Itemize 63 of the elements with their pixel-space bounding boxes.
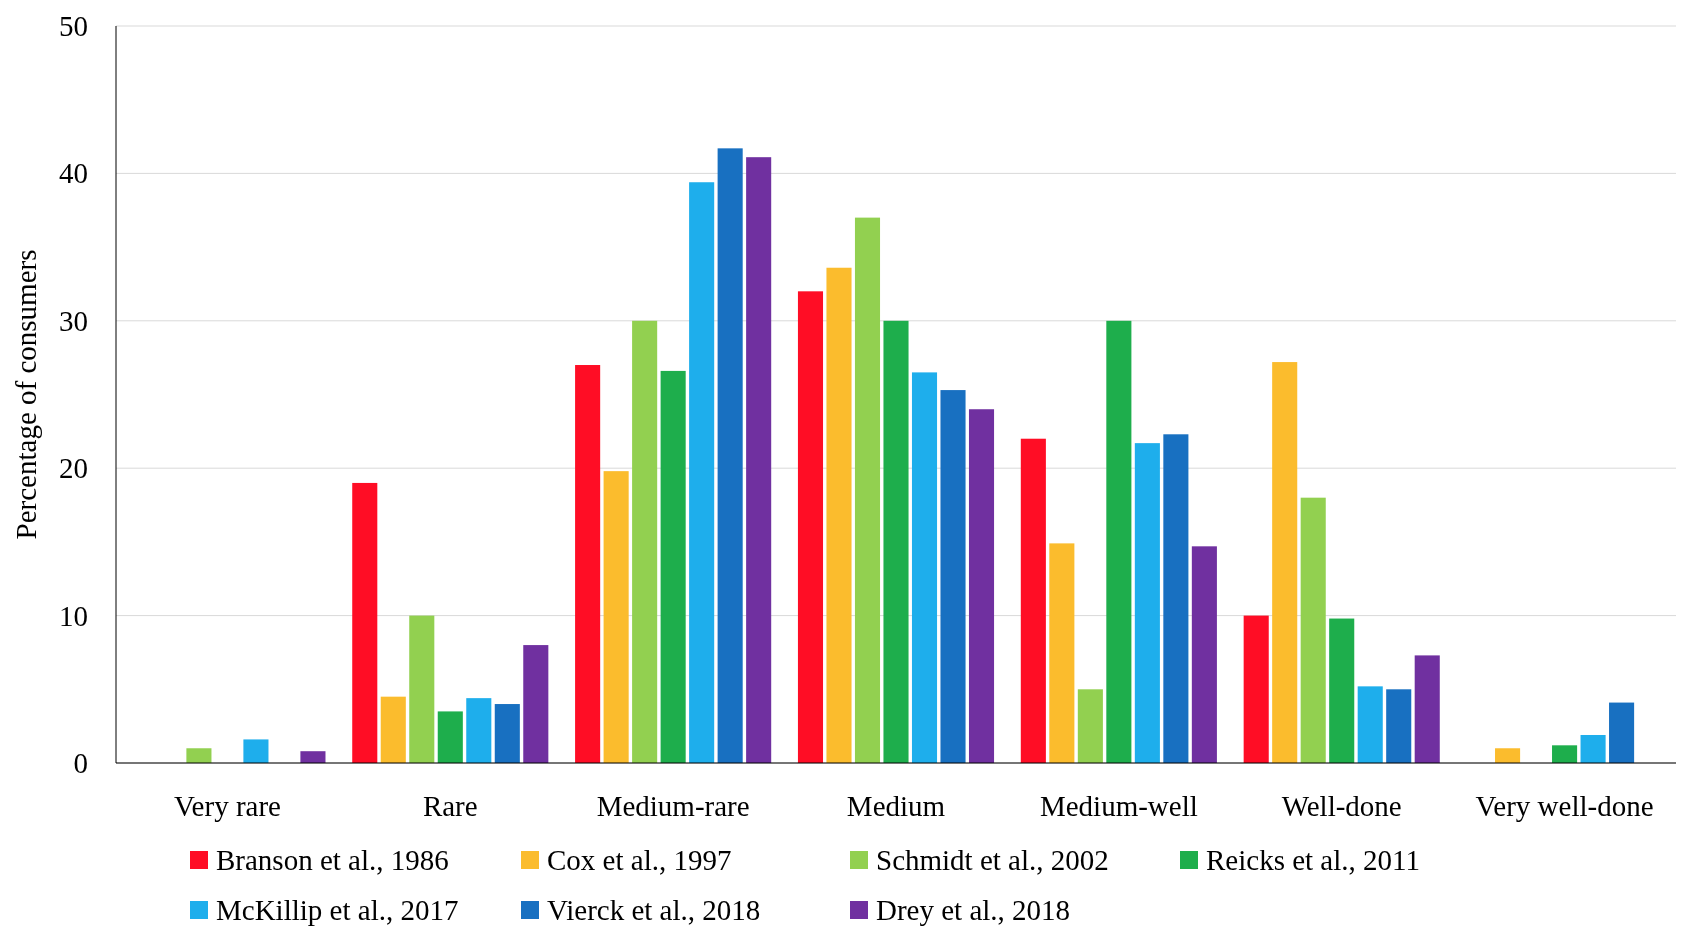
bar [1580, 734, 1606, 763]
bar [1386, 689, 1412, 763]
bar [689, 182, 715, 763]
bar [352, 482, 378, 763]
bar [1163, 434, 1189, 763]
bar [437, 711, 463, 763]
x-tick-label: Medium-well [1039, 790, 1198, 822]
x-tick-label: Rare [422, 790, 478, 822]
bar [854, 217, 881, 763]
bar [603, 471, 629, 763]
x-tick-label: Medium-rare [596, 790, 750, 822]
y-tick-label: 20 [59, 452, 88, 485]
bar [632, 320, 658, 763]
legend-label: Drey et al., 2018 [876, 894, 1071, 926]
legend-label: McKillip et al., 2017 [216, 894, 459, 926]
y-tick-label: 50 [59, 10, 88, 42]
bar [968, 409, 995, 763]
bar [883, 320, 909, 763]
bar [826, 267, 852, 763]
bar [523, 645, 549, 763]
y-tick-label: 30 [59, 304, 88, 337]
legend-label: Branson et al., 1986 [216, 844, 449, 876]
bar [409, 615, 435, 763]
bar [466, 698, 492, 763]
bar [1191, 546, 1217, 763]
bar [1134, 443, 1160, 763]
bar [1300, 497, 1326, 763]
bar [940, 390, 966, 763]
bar [1049, 543, 1075, 763]
legend-label: Schmidt et al., 2002 [876, 844, 1109, 876]
bar [746, 157, 772, 763]
bar [1106, 320, 1132, 763]
bar [186, 748, 212, 763]
y-axis-title: Percentage of consumers [10, 249, 42, 540]
bar [1414, 655, 1440, 763]
legend-label: Vierck et al., 2018 [547, 894, 761, 926]
bar [243, 739, 269, 763]
bar [1020, 438, 1046, 763]
bar [494, 704, 520, 763]
legend-label: Cox et al., 1997 [547, 844, 732, 876]
bar [380, 696, 406, 763]
bar [300, 751, 326, 763]
bar [1357, 686, 1383, 763]
x-tick-label: Well-done [1281, 790, 1402, 822]
bar [1609, 702, 1635, 763]
x-tick-label: Medium [846, 790, 946, 822]
bar [1272, 362, 1298, 763]
bar [797, 291, 824, 763]
y-tick-label: 10 [59, 599, 88, 632]
bar [911, 372, 938, 763]
bar [1495, 748, 1521, 763]
x-tick-label: Very rare [173, 790, 281, 822]
bar [717, 148, 743, 763]
bar [1329, 618, 1355, 763]
x-tick-label: Very well-done [1475, 790, 1654, 822]
bar [1552, 745, 1578, 763]
bar [1077, 689, 1103, 763]
bar [660, 370, 686, 763]
bar [575, 365, 601, 763]
y-tick-label: 40 [59, 157, 88, 190]
legend-label: Reicks et al., 2011 [1206, 844, 1420, 876]
bar [1243, 615, 1269, 763]
y-tick-label: 0 [73, 747, 88, 779]
